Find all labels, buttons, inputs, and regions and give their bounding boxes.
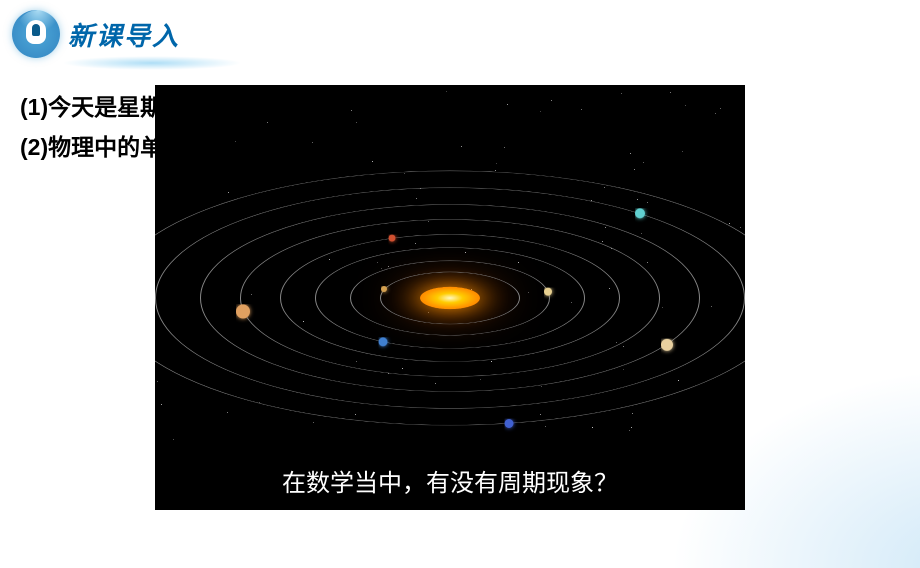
solar-system-image: 在数学当中，有没有周期现象？ xyxy=(155,85,745,510)
header-title: 新课导入 xyxy=(68,16,180,53)
header: 新课导入 xyxy=(0,0,920,58)
header-underline xyxy=(62,56,242,70)
planet xyxy=(505,418,514,427)
solar-caption: 在数学当中，有没有周期现象？ xyxy=(155,463,745,498)
head-idea-icon xyxy=(12,10,60,58)
